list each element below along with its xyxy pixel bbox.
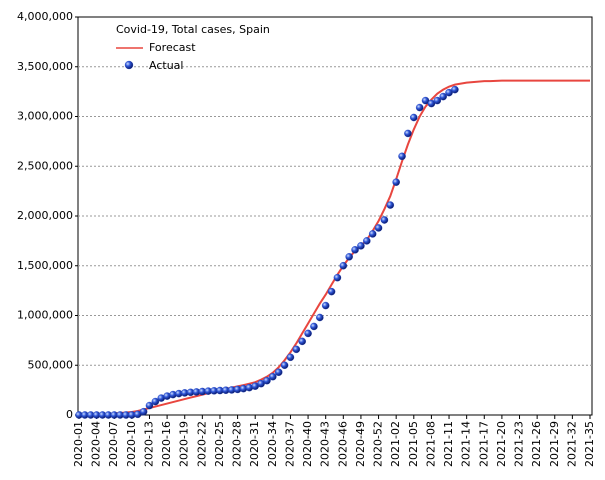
actual-dot xyxy=(351,246,359,254)
x-tick-label: 2020-52 xyxy=(372,421,385,467)
x-tick-label: 2021-35 xyxy=(583,421,596,467)
x-tick-label: 2020-10 xyxy=(125,421,138,467)
actual-dot xyxy=(139,407,148,416)
actual-dot xyxy=(310,322,318,331)
actual-dot xyxy=(298,337,306,346)
y-tick-label: 4,000,000 xyxy=(17,10,73,23)
x-tick-label: 2020-13 xyxy=(142,421,155,467)
actual-dot xyxy=(386,201,395,209)
x-tick-label: 2020-37 xyxy=(283,421,296,467)
actual-dot xyxy=(339,261,348,270)
actual-dot xyxy=(368,230,377,238)
actual-dot xyxy=(304,329,312,338)
actual-dot xyxy=(333,273,342,282)
actual-dot xyxy=(398,152,406,161)
y-tick-label: 2,500,000 xyxy=(17,159,73,172)
actual-dot xyxy=(410,113,418,122)
y-tick-label: 3,500,000 xyxy=(17,60,73,73)
chart-title: Covid-19, Total cases, Spain xyxy=(116,23,270,36)
x-tick-label: 2020-46 xyxy=(336,421,349,467)
y-tick-label: 0 xyxy=(66,408,73,421)
x-tick-label: 2021-20 xyxy=(495,421,508,467)
legend-swatch xyxy=(124,60,134,70)
x-tick-label: 2021-11 xyxy=(442,421,455,467)
y-tick-label: 1,500,000 xyxy=(17,259,73,272)
x-tick-label: 2020-19 xyxy=(178,421,191,467)
x-tick-label: 2020-43 xyxy=(319,421,332,467)
x-tick-label: 2021-29 xyxy=(548,421,561,467)
actual-dot xyxy=(145,401,154,410)
legend-label: Forecast xyxy=(149,41,196,54)
x-tick-label: 2020-49 xyxy=(354,421,367,467)
x-tick-label: 2020-31 xyxy=(248,421,261,467)
actual-dot xyxy=(445,88,453,97)
x-tick-label: 2020-16 xyxy=(160,421,173,467)
x-tick-label: 2020-40 xyxy=(301,421,314,467)
actual-dot xyxy=(439,92,447,101)
actual-dot xyxy=(374,224,383,232)
actual-dot xyxy=(286,353,295,362)
actual-dot xyxy=(327,287,336,296)
x-tick-label: 2021-32 xyxy=(565,421,578,467)
actual-dot xyxy=(151,397,160,406)
x-tick-label: 2020-22 xyxy=(195,421,208,467)
actual-dot xyxy=(380,216,389,224)
actual-dot xyxy=(263,376,271,385)
y-tick-label: 500,000 xyxy=(28,358,74,371)
actual-dot xyxy=(451,85,459,94)
x-tick-label: 2020-07 xyxy=(107,421,120,467)
actual-dot xyxy=(280,361,289,369)
legend-label: Actual xyxy=(149,59,183,72)
actual-dot xyxy=(292,345,301,354)
actual-dot xyxy=(321,301,330,310)
actual-dot xyxy=(345,253,353,261)
x-tick-label: 2021-26 xyxy=(530,421,543,467)
actual-dot xyxy=(274,368,283,376)
x-tick-label: 2020-28 xyxy=(231,421,244,467)
actual-dot xyxy=(392,178,400,186)
y-tick-label: 1,000,000 xyxy=(17,309,73,322)
actual-dot xyxy=(357,242,365,250)
actual-dot xyxy=(257,379,265,388)
x-tick-label: 2021-05 xyxy=(407,421,420,467)
actual-dot xyxy=(269,372,277,381)
x-tick-label: 2020-34 xyxy=(266,421,279,467)
x-tick-label: 2021-14 xyxy=(460,421,473,467)
actual-dot xyxy=(427,99,436,108)
actual-dot xyxy=(415,103,424,112)
x-tick-label: 2020-01 xyxy=(72,421,85,467)
actual-dot xyxy=(421,96,430,105)
x-tick-label: 2021-02 xyxy=(389,421,402,467)
x-tick-label: 2020-25 xyxy=(213,421,226,467)
x-tick-label: 2020-04 xyxy=(90,421,103,467)
actual-dot xyxy=(404,129,412,138)
y-tick-label: 2,000,000 xyxy=(17,209,73,222)
actual-dot xyxy=(363,237,371,245)
x-tick-label: 2021-17 xyxy=(477,421,490,467)
actual-dot xyxy=(433,96,442,105)
y-tick-label: 3,000,000 xyxy=(17,110,73,123)
x-tick-label: 2021-23 xyxy=(513,421,526,467)
x-tick-label: 2021-08 xyxy=(424,421,437,467)
actual-dot xyxy=(316,313,324,322)
